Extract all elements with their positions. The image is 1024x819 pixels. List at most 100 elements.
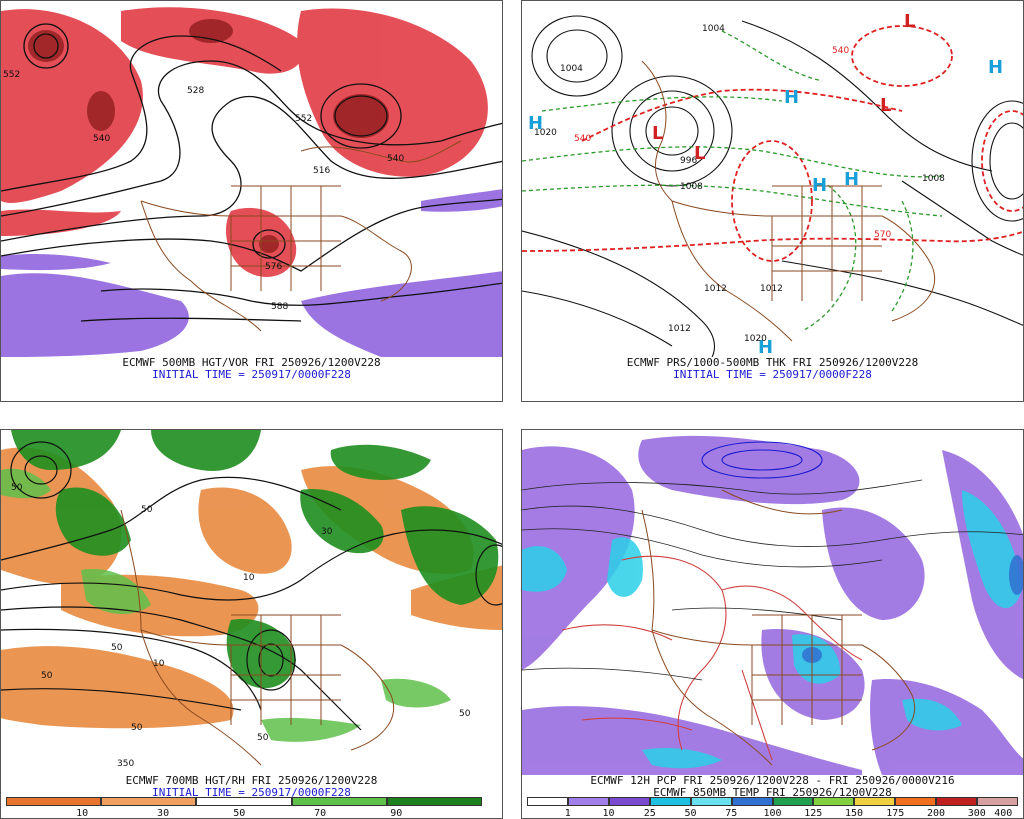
moist-air-shading [11,430,499,689]
contour-label: 516 [313,166,330,176]
isobar-label: 1012 [704,284,727,294]
precip-legend-ticks: 1 10 25 50 75 100 125 150 175 200 300 40… [527,809,1018,819]
legend-tick-label: 100 [763,808,782,819]
legend-swatch [386,797,483,806]
isobar-contours [522,15,1023,357]
contour-label: 50 [131,723,143,733]
map-700mb-humidity: 50 50 30 10 50 50 50 50 50 350 10 [1,430,502,775]
isobar-label: 1004 [560,64,583,74]
legend-swatch [608,797,650,806]
contour-label: 540 [387,154,404,164]
legend-tick-label: 50 [684,808,697,819]
geographic-borders [140,140,462,332]
legend-swatch [101,797,197,806]
caption-prs-thk: ECMWF PRS/1000-500MB THK FRI 250926/1200… [626,356,919,369]
legend-swatch [813,797,855,806]
isobar-label: 1012 [668,324,691,334]
contour-label: 10 [243,573,255,583]
legend-tick-label: 200 [926,808,946,819]
isobar-label: 1020 [534,128,557,138]
thickness-label: 540 [832,46,849,56]
isobar-label: 996 [680,156,697,166]
legend-tick-label: 90 [390,808,403,819]
legend-tick-label: 1 [564,808,571,819]
caption-850mb-temp: ECMWF 850MB TEMP FRI 250926/1200V228 [653,786,892,799]
vorticity-shading [1,7,488,277]
legend-tick-label: 30 [157,808,170,819]
legend-tick-label: 150 [844,808,864,819]
geographic-borders [641,489,916,766]
high-pressure-symbol: H [758,337,773,357]
low-pressure-symbol: L [652,123,663,144]
high-pressure-symbol: H [988,57,1003,78]
negative-vorticity-shading [1,189,502,357]
legend-swatch [772,797,814,806]
height-contours [1,23,502,322]
isobar-label: 1012 [760,284,783,294]
legend-tick-label: 10 [76,808,89,819]
high-pressure-symbol: H [812,175,827,196]
contour-label: 576 [265,262,282,272]
low-pressure-symbol: L [694,143,705,164]
legend-tick-label: 400 [994,808,1013,819]
temp-contours [561,555,863,761]
legend-swatch [196,797,292,806]
thickness-label: 570 [874,230,891,240]
contour-label: 350 [117,759,134,769]
initial-time-500mb: INITIAL TIME = 250917/0000F228 [152,368,351,381]
legend-swatch [977,797,1019,806]
legend-swatch [690,797,732,806]
legend-tick-label: 10 [602,808,615,819]
contour-label: 588 [271,302,288,312]
isobar-label: 1008 [922,174,945,184]
contour-label: 30 [321,527,333,537]
legend-tick-label: 75 [725,808,738,819]
legend-tick-label: 125 [804,808,823,819]
geographic-borders [641,60,936,342]
map-pressure-thickness: H H H H H H L L L L 1004 1004 1020 540 9… [522,1,1023,357]
high-pressure-symbol: H [844,169,859,190]
legend-tick-label: 300 [967,808,986,819]
legend-swatch [731,797,773,806]
legend-tick-label: 25 [643,808,656,819]
contour-label: 528 [187,86,204,96]
isobar-label: 1004 [702,24,725,34]
precip-color-legend [527,797,1019,807]
high-pressure-symbol: H [528,113,543,134]
low-temp-contours [701,441,823,479]
panel-700mb-hgt-rh: 50 50 30 10 50 50 50 50 50 350 10 ECMWF … [0,429,503,819]
height-contours [1,441,502,731]
rh-legend-ticks: 10 30 50 70 90 [6,809,482,819]
low-pressure-symbol: L [904,11,915,32]
panel-500mb-hgt-vor: 552 540 528 552 540 516 576 588 ECMWF 50… [0,0,503,402]
contour-label: 50 [141,505,153,515]
high-pressure-symbol: H [784,87,799,108]
thickness-red-dashed [522,25,1023,262]
contour-label: 552 [295,114,312,124]
map-precip-temp [522,430,1023,775]
legend-swatch [649,797,691,806]
isobar-label: 1008 [680,182,703,192]
contour-label: 50 [111,643,123,653]
rh-color-legend [6,797,483,807]
contour-label: 50 [257,733,269,743]
legend-tick-label: 50 [233,808,246,819]
panel-prs-thickness: H H H H H H L L L L 1004 1004 1020 540 9… [521,0,1024,402]
caption-12h-pcp: ECMWF 12H PCP FRI 250926/1200V228 - FRI … [590,774,955,787]
legend-swatch [6,797,102,806]
initial-time-700mb: INITIAL TIME = 250917/0000F228 [152,786,351,799]
legend-swatch [527,797,568,806]
panel-12h-precip-850-temp: ECMWF 12H PCP FRI 250926/1200V228 - FRI … [521,429,1024,819]
map-500mb-vorticity: 552 540 528 552 540 516 576 588 [1,1,502,357]
contour-label: 50 [459,709,471,719]
legend-swatch [567,797,609,806]
low-pressure-symbol: L [880,95,891,116]
legend-swatch [854,797,896,806]
contour-label: 50 [11,483,23,493]
legend-swatch [936,797,978,806]
caption-700mb: ECMWF 700MB HGT/RH FRI 250926/1200V228 [125,774,378,787]
legend-swatch [895,797,937,806]
light-moist-shading [1,468,451,742]
thickness-label: 540 [574,134,591,144]
temp-contours-dark [522,479,1023,681]
